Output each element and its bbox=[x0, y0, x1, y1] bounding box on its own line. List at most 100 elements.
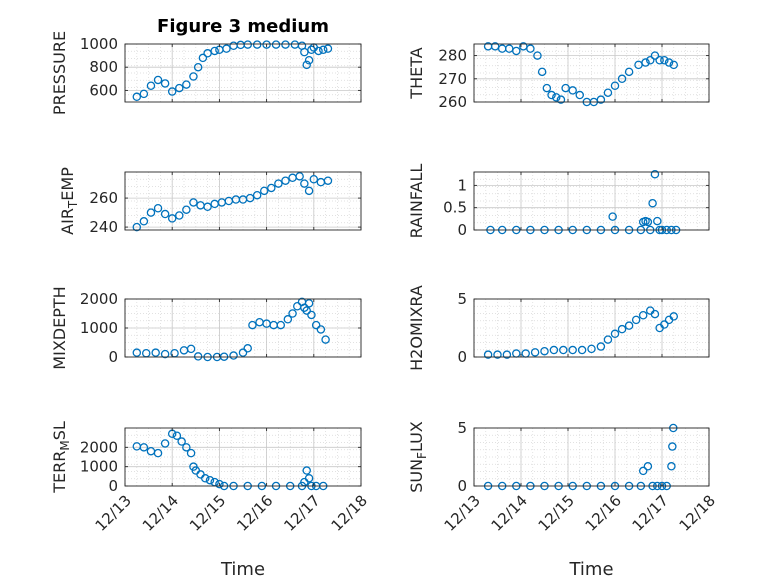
data-point bbox=[311, 320, 321, 330]
x-tick-label: 12/17 bbox=[280, 492, 323, 535]
data-point bbox=[215, 479, 224, 489]
data-point bbox=[533, 51, 542, 60]
data-point bbox=[243, 40, 252, 49]
data-point bbox=[189, 198, 198, 207]
data-point bbox=[483, 350, 493, 359]
subplot-air-temp: 240 260 AIRTEMP bbox=[58, 167, 362, 236]
data-point bbox=[547, 90, 556, 100]
x-tick-label: 12/13 bbox=[92, 492, 135, 535]
data-point bbox=[610, 81, 620, 91]
data-point bbox=[596, 95, 606, 104]
data-point bbox=[172, 431, 182, 440]
data-point bbox=[283, 315, 293, 324]
data-point bbox=[205, 475, 215, 485]
data-point bbox=[160, 439, 170, 448]
subplot-pressure: 600 800 1000 PRESSURE Figure 3 medium bbox=[50, 16, 362, 115]
data-point bbox=[245, 193, 255, 203]
data-point bbox=[193, 62, 203, 72]
data-point bbox=[316, 325, 326, 334]
y-tick-label: 0 bbox=[108, 477, 118, 495]
data-point bbox=[281, 40, 290, 49]
data-point bbox=[660, 55, 669, 65]
subplot-mixdepth: 0 1000 2000 MIXDEPTH bbox=[50, 286, 362, 370]
data-point bbox=[139, 443, 149, 452]
x-tick-label: 12/15 bbox=[535, 492, 578, 535]
y-tick-label: 1000 bbox=[80, 319, 118, 337]
y-tick-label: 0 bbox=[457, 221, 467, 239]
x-axis-label: Time bbox=[568, 559, 613, 580]
data-point bbox=[167, 214, 177, 223]
x-tick-label: 12/16 bbox=[233, 492, 276, 535]
data-point bbox=[151, 348, 160, 357]
y-tick-label: 2000 bbox=[80, 290, 118, 308]
y-axis-label: PRESSURE bbox=[50, 31, 69, 115]
axes-frame bbox=[473, 298, 710, 358]
data-point bbox=[139, 89, 149, 99]
data-point bbox=[650, 309, 660, 319]
data-point bbox=[575, 90, 585, 100]
x-tick-label: 12/14 bbox=[488, 492, 531, 535]
axes-frame bbox=[473, 43, 710, 103]
y-tick-label: 0 bbox=[457, 348, 467, 366]
data-point bbox=[512, 46, 521, 56]
data-point bbox=[669, 312, 679, 321]
data-point bbox=[549, 345, 559, 355]
x-axis-label: Time bbox=[220, 559, 265, 580]
y-tick-label: 280 bbox=[438, 47, 467, 65]
data-point bbox=[624, 321, 634, 330]
x-tick-label: 12/13 bbox=[441, 492, 484, 535]
axes-frame bbox=[124, 171, 362, 231]
data-point bbox=[653, 216, 662, 226]
data-point bbox=[643, 462, 653, 471]
data-point bbox=[650, 169, 660, 179]
data-point bbox=[132, 222, 142, 232]
data-point bbox=[276, 320, 286, 330]
data-point bbox=[302, 306, 311, 315]
y-axis-label: AIRTEMP bbox=[58, 167, 80, 235]
x-tick-label: 12/16 bbox=[582, 492, 625, 535]
axes-frame bbox=[473, 171, 710, 231]
data-point bbox=[552, 93, 561, 102]
data-point bbox=[304, 186, 314, 196]
data-point bbox=[526, 44, 535, 53]
y-tick-label: 0 bbox=[108, 348, 118, 366]
data-point bbox=[323, 176, 333, 185]
data-point bbox=[577, 345, 587, 355]
y-axis-label: SUNFLUX bbox=[407, 421, 429, 493]
y-axis-label: RAINFALL bbox=[407, 164, 426, 239]
data-point bbox=[304, 55, 314, 65]
data-point bbox=[160, 349, 170, 359]
data-point bbox=[175, 211, 184, 220]
data-point bbox=[587, 344, 596, 354]
data-point bbox=[182, 80, 191, 89]
data-point bbox=[160, 79, 170, 88]
data-point bbox=[302, 60, 311, 70]
y-axis-label: MIXDEPTH bbox=[50, 286, 69, 369]
data-point bbox=[596, 342, 606, 351]
data-point bbox=[182, 205, 191, 214]
subplot-rainfall: 0 0.5 1 RAINFALL bbox=[407, 164, 710, 239]
data-point bbox=[669, 60, 679, 70]
data-point bbox=[650, 51, 660, 60]
data-point bbox=[146, 81, 156, 91]
data-point bbox=[668, 442, 677, 451]
data-point bbox=[222, 44, 231, 53]
data-point bbox=[610, 329, 620, 339]
y-axis-label: H2OMIXRA bbox=[407, 285, 426, 371]
data-point bbox=[238, 348, 248, 357]
data-point bbox=[186, 448, 196, 458]
y-tick-label: 0.5 bbox=[443, 199, 467, 217]
data-point bbox=[617, 324, 627, 334]
data-point bbox=[288, 309, 297, 318]
data-point bbox=[568, 345, 577, 355]
data-point bbox=[198, 53, 208, 63]
data-point bbox=[193, 352, 203, 361]
data-point bbox=[648, 198, 657, 208]
data-point bbox=[186, 344, 196, 354]
data-point bbox=[664, 58, 674, 67]
data-point bbox=[314, 46, 323, 56]
data-point bbox=[252, 190, 262, 200]
data-point bbox=[540, 346, 549, 356]
data-point bbox=[309, 174, 319, 184]
